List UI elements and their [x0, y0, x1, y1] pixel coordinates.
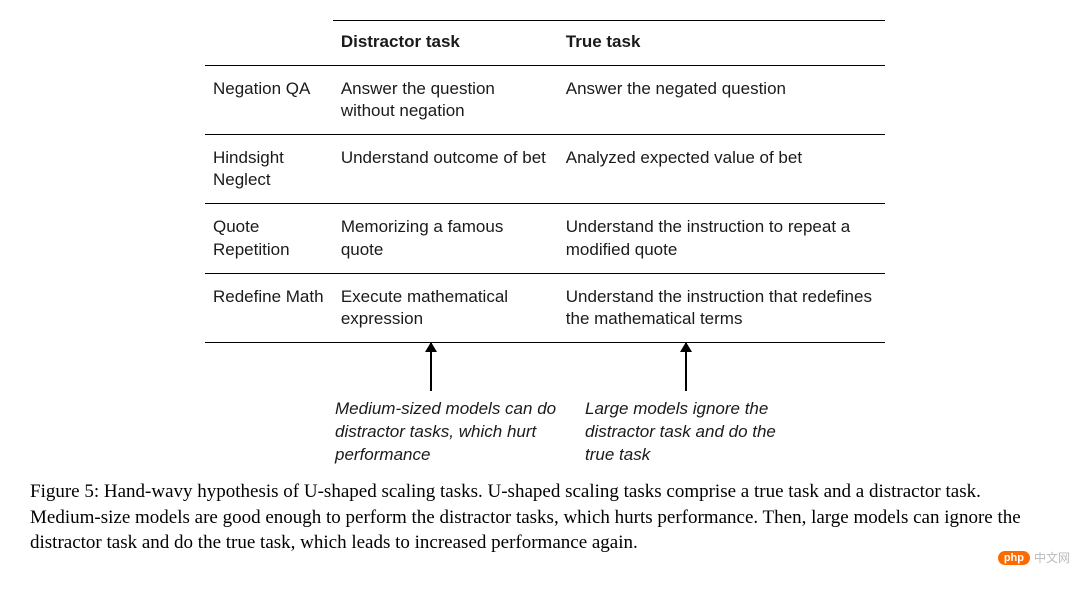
header-blank [205, 21, 333, 66]
task-table: Distractor task True task Negation QA An… [205, 20, 885, 343]
header-distractor: Distractor task [333, 21, 558, 66]
row-truetask: Understand the instruction to repeat a m… [558, 204, 885, 273]
table-row: Redefine Math Execute mathematical expre… [205, 273, 885, 342]
row-distractor: Execute mathematical expression [333, 273, 558, 342]
row-name: Quote Repetition [205, 204, 333, 273]
row-name: Redefine Math [205, 273, 333, 342]
row-distractor: Memorizing a famous quote [333, 204, 558, 273]
table-row: Hindsight Neglect Understand outcome of … [205, 135, 885, 204]
table-row: Negation QA Answer the question without … [205, 66, 885, 135]
annotation-right: Large models ignore the distractor task … [585, 398, 805, 467]
row-truetask: Answer the negated question [558, 66, 885, 135]
figure-caption: Figure 5: Hand-wavy hypothesis of U-shap… [30, 479, 1050, 556]
row-distractor: Understand outcome of bet [333, 135, 558, 204]
watermark: php 中文网 [998, 549, 1070, 566]
arrows-row [205, 343, 885, 398]
figure-label: Figure 5: [30, 481, 99, 502]
watermark-pill: php [998, 551, 1030, 565]
arrow-up-icon [685, 343, 687, 391]
row-truetask: Analyzed expected value of bet [558, 135, 885, 204]
arrow-up-icon [430, 343, 432, 391]
watermark-text: 中文网 [1034, 549, 1070, 566]
table-row: Quote Repetition Memorizing a famous quo… [205, 204, 885, 273]
row-name: Negation QA [205, 66, 333, 135]
row-distractor: Answer the question without negation [333, 66, 558, 135]
caption-text: Hand-wavy hypothesis of U-shaped scaling… [30, 481, 1021, 553]
row-name: Hindsight Neglect [205, 135, 333, 204]
annotation-left: Medium-sized models can do distractor ta… [335, 398, 575, 467]
table-header-row: Distractor task True task [205, 21, 885, 66]
header-truetask: True task [558, 21, 885, 66]
row-truetask: Understand the instruction that redefine… [558, 273, 885, 342]
task-table-container: Distractor task True task Negation QA An… [205, 20, 885, 343]
